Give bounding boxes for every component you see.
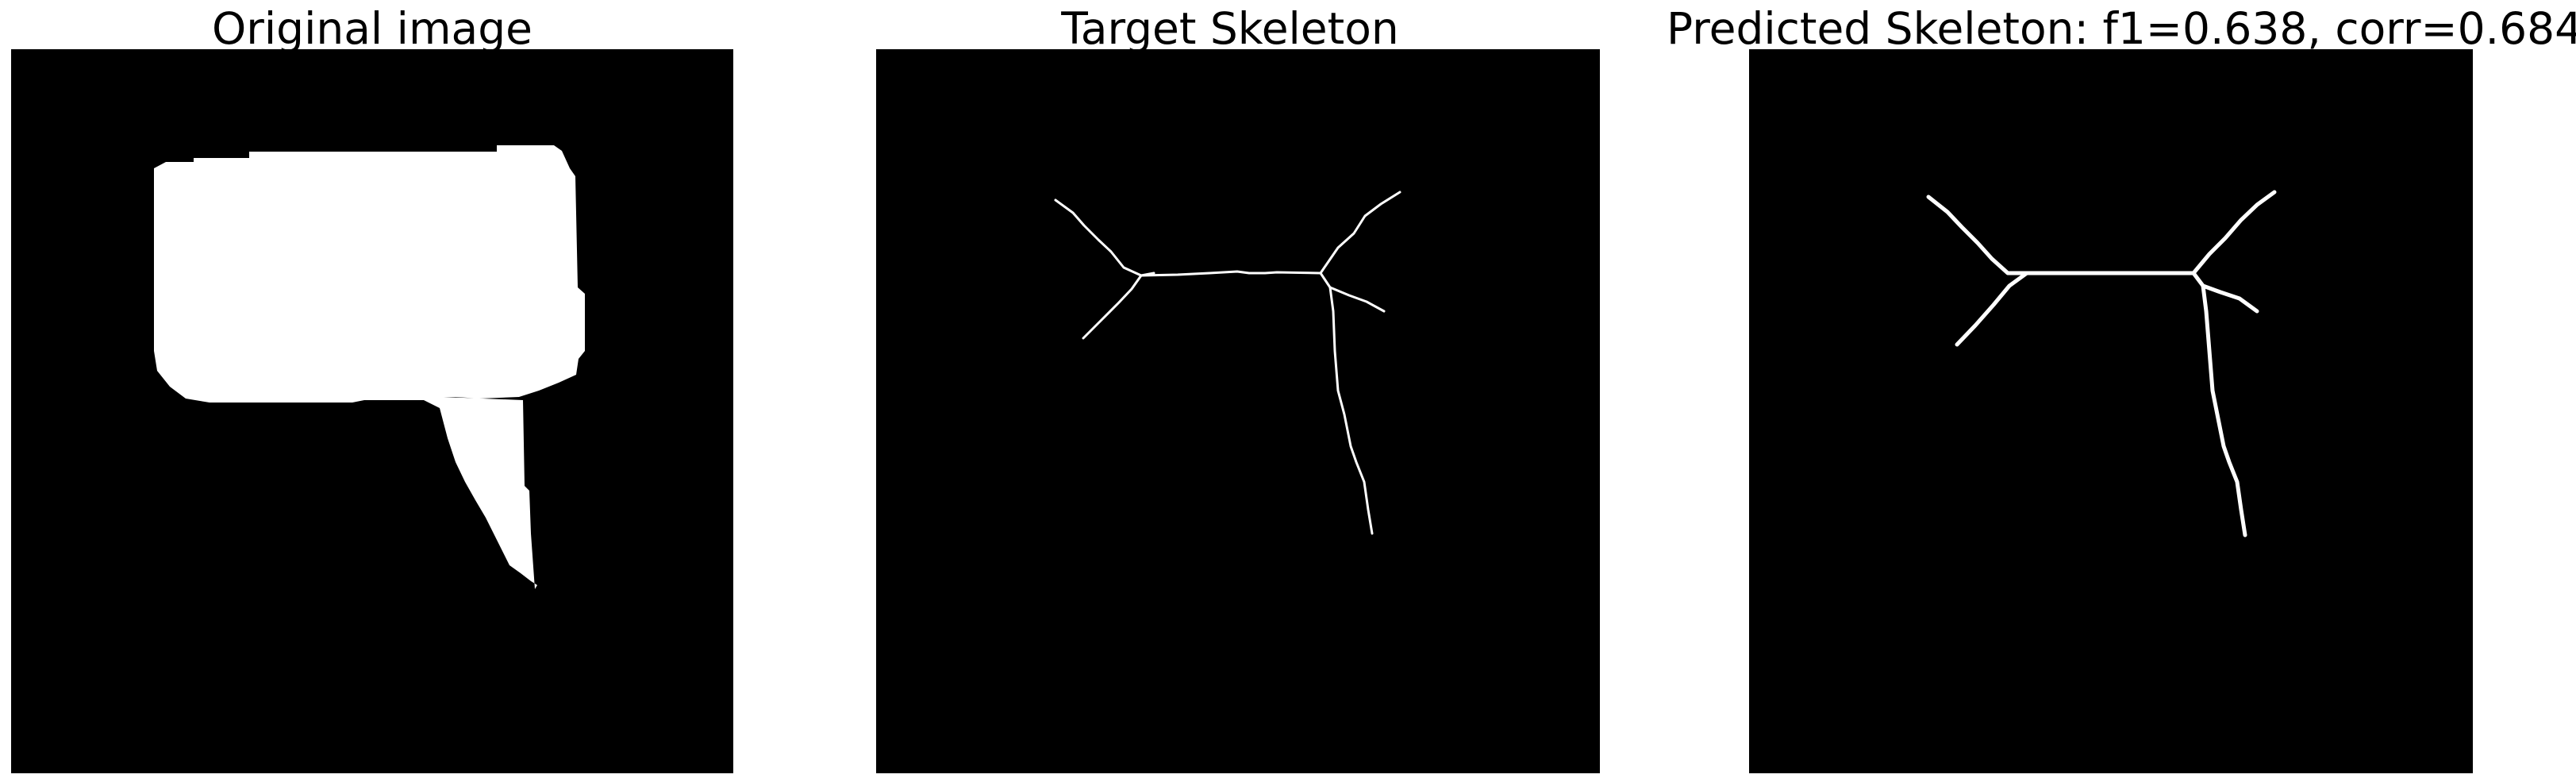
panel-title-original: Original image xyxy=(211,3,533,54)
panel-title-predicted: Predicted Skeleton: f1=0.638, corr=0.684 xyxy=(1667,3,2576,54)
predicted-skeleton xyxy=(1926,190,2277,537)
panel-title-target: Target Skeleton xyxy=(1061,3,1399,54)
predicted-skeleton-image xyxy=(1749,49,2473,773)
speech-bubble-mask xyxy=(154,145,585,589)
target-skeleton xyxy=(1054,191,1401,535)
target-skeleton-image xyxy=(876,49,1600,773)
original-image xyxy=(11,49,733,773)
